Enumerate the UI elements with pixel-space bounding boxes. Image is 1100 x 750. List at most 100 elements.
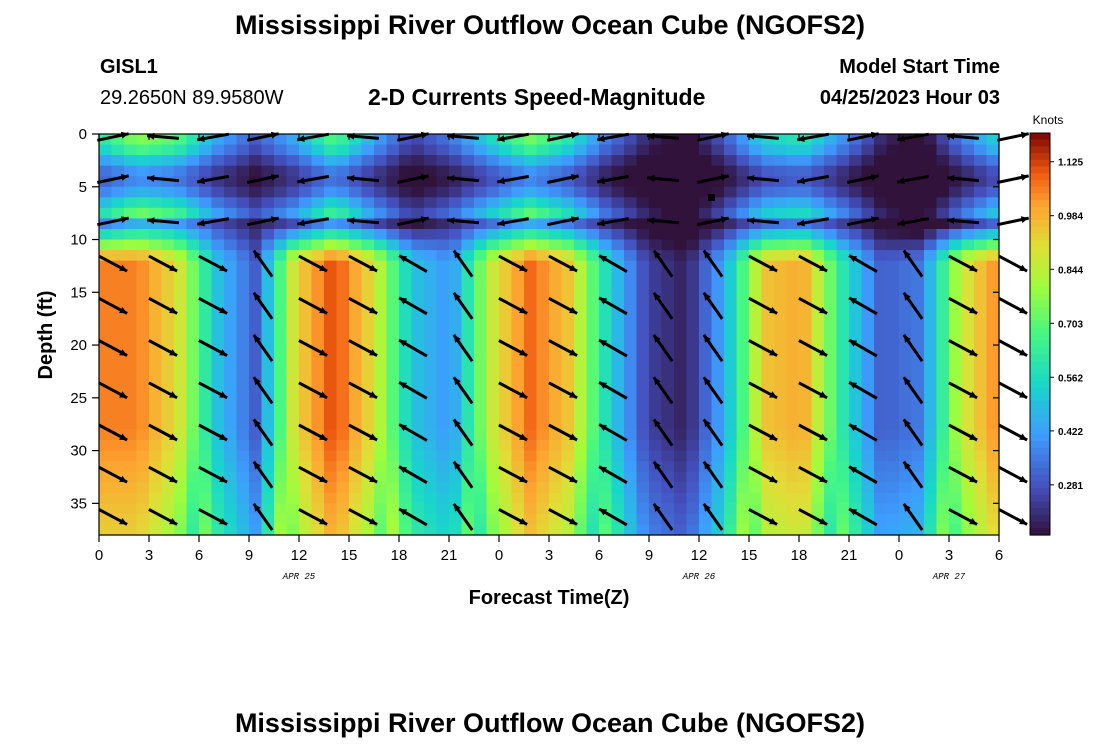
heat-cell [711, 250, 725, 262]
heat-cell [99, 323, 113, 336]
heat-cell [274, 260, 288, 272]
heat-cell [111, 197, 125, 209]
heat-cell [161, 176, 175, 188]
heat-cell [836, 281, 850, 293]
heat-cell [899, 281, 913, 293]
heat-cell [499, 281, 513, 293]
heat-cell [986, 429, 1000, 441]
heat-cell [111, 218, 125, 230]
heat-cell [736, 218, 750, 230]
heat-cell [524, 524, 538, 536]
heat-cell [324, 513, 338, 526]
heat-cell [136, 186, 150, 198]
heat-cell [799, 450, 813, 462]
heat-cell [586, 228, 600, 241]
heat-cell [599, 408, 613, 420]
current-arrow [796, 174, 830, 185]
heat-cell [724, 207, 738, 220]
heat-cell [774, 281, 788, 293]
heat-cell [549, 408, 563, 420]
heat-cell [424, 144, 438, 156]
heat-cell [411, 228, 425, 241]
heat-cell [574, 345, 588, 357]
current-arrow [846, 216, 880, 227]
heat-cell [436, 482, 450, 494]
heat-cell [836, 418, 850, 431]
heat-cell [299, 503, 313, 515]
heat-cell [949, 186, 963, 198]
heat-cell [499, 345, 513, 357]
heat-cell [274, 302, 288, 314]
heat-cell [449, 176, 463, 188]
heat-cell [399, 292, 413, 304]
heat-cell [986, 292, 1000, 304]
heat-cell [661, 450, 675, 462]
heat-cell [636, 418, 650, 431]
heat-cell [586, 482, 600, 494]
heat-cell [286, 355, 300, 367]
heat-cell [874, 197, 888, 209]
heat-cell [424, 482, 438, 494]
colorbar-segment [1030, 494, 1050, 503]
heat-cell [511, 134, 525, 146]
heat-cell [136, 345, 150, 357]
heat-cell [924, 176, 938, 188]
heat-cell [261, 271, 275, 283]
heat-cell [949, 313, 963, 325]
colorbar-segment [1030, 434, 1050, 442]
heat-cell [499, 440, 513, 452]
heat-cell [274, 461, 288, 473]
current-arrow [948, 508, 978, 526]
x-tick-label: 21 [441, 547, 458, 564]
heat-cell [974, 334, 988, 346]
heat-cell [749, 503, 763, 515]
heat-cell [349, 313, 363, 325]
heat-cell [936, 334, 950, 346]
heat-cell [711, 334, 725, 346]
heat-cell [836, 271, 850, 283]
current-arrow [398, 423, 428, 442]
current-arrow [198, 508, 228, 526]
heat-cell [536, 440, 550, 452]
heat-cell [936, 186, 950, 198]
x-tick-label: 6 [995, 547, 1003, 564]
heat-cell [711, 471, 725, 483]
heat-cell [649, 492, 663, 504]
heat-cell [511, 218, 525, 230]
heat-cell [536, 197, 550, 209]
heat-cell [236, 228, 250, 241]
heat-cell [324, 197, 338, 209]
heat-cell [349, 207, 363, 220]
heat-cell [374, 418, 388, 431]
heat-cell [636, 228, 650, 241]
heat-cell [186, 397, 200, 409]
heat-cell [911, 302, 925, 314]
current-arrow [96, 174, 130, 184]
heat-cell [386, 165, 400, 177]
heat-cell [899, 186, 913, 198]
heat-cell [349, 429, 363, 441]
heat-cell [786, 323, 800, 336]
heat-cell [486, 313, 500, 325]
heat-cell [286, 144, 300, 156]
heat-cell [149, 176, 163, 188]
heat-cell [624, 429, 638, 441]
heat-cell [961, 155, 975, 167]
heat-cell [324, 461, 338, 473]
heat-cell [549, 334, 563, 346]
heat-cell [511, 313, 525, 325]
heat-cell [599, 492, 613, 504]
heat-cell [661, 250, 675, 262]
heat-cell [186, 461, 200, 473]
heat-cell [886, 239, 900, 251]
heat-cell [724, 292, 738, 304]
heat-cell [724, 503, 738, 515]
heat-cell [686, 155, 700, 167]
heat-cell [961, 366, 975, 378]
heat-cell [586, 239, 600, 251]
heat-cell [749, 271, 763, 283]
heat-cell [199, 440, 213, 452]
heat-cell [974, 313, 988, 325]
heat-cell [261, 260, 275, 272]
current-arrow [702, 249, 724, 278]
